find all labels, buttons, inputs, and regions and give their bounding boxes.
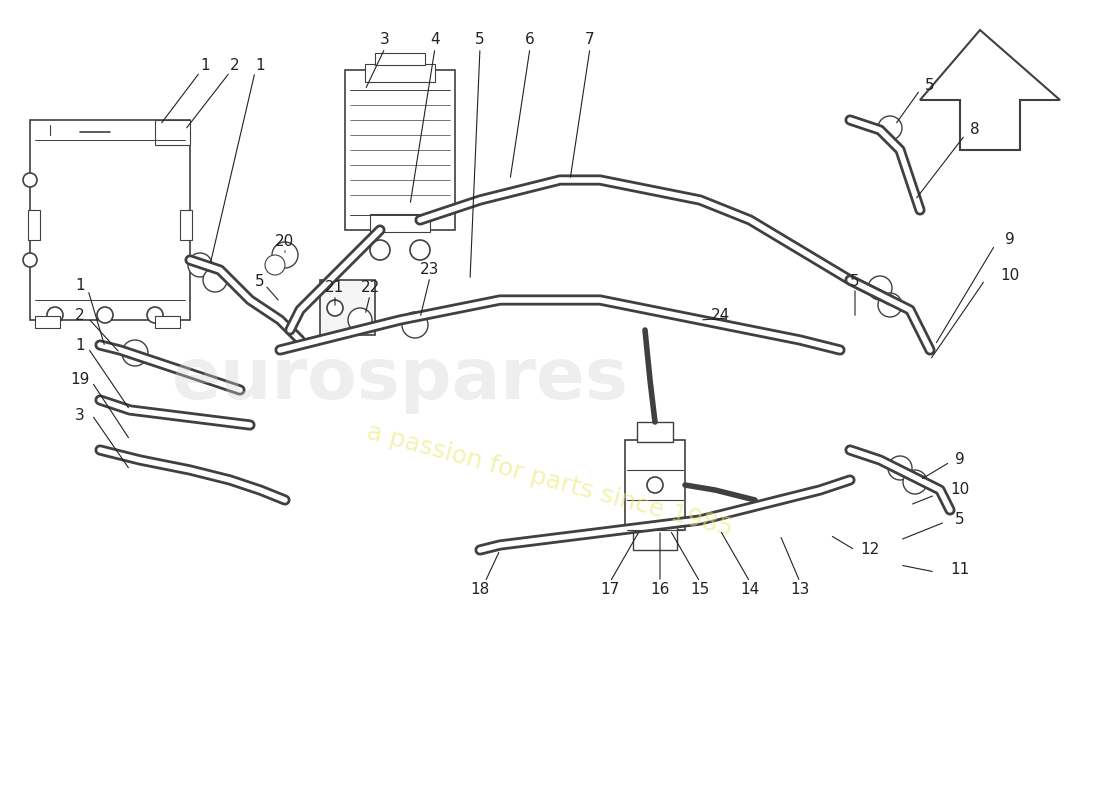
Polygon shape [920,30,1060,150]
Bar [345,70,455,230]
Circle shape [204,268,227,292]
Text: 20: 20 [275,234,295,250]
Circle shape [370,240,390,260]
Circle shape [402,312,428,338]
Circle shape [878,293,902,317]
Text: 5: 5 [850,274,860,290]
Text: 5: 5 [255,274,265,290]
Text: 22: 22 [361,281,379,295]
Text: 2: 2 [230,58,240,73]
Text: 24: 24 [711,307,729,322]
Text: 8: 8 [970,122,980,138]
Bar [180,210,192,240]
Bar [155,120,190,145]
Circle shape [122,340,149,366]
Text: 4: 4 [430,33,440,47]
Bar [155,316,180,328]
Circle shape [327,300,343,316]
Text: 7: 7 [585,33,595,47]
Text: 13: 13 [790,582,810,598]
Circle shape [903,470,927,494]
Circle shape [868,276,892,300]
Bar [637,422,673,442]
Text: 12: 12 [860,542,880,558]
Text: 11: 11 [950,562,969,578]
Text: 1: 1 [200,58,210,73]
Circle shape [272,242,298,268]
Text: 10: 10 [1000,267,1020,282]
Bar [375,53,425,65]
Circle shape [147,307,163,323]
Text: a passion for parts since 1985: a passion for parts since 1985 [364,419,736,541]
Circle shape [23,253,37,267]
Circle shape [188,253,212,277]
Circle shape [23,173,37,187]
Text: 5: 5 [475,33,485,47]
Text: 9: 9 [955,453,965,467]
Bar [365,64,435,82]
Text: 1: 1 [75,338,85,353]
Text: 21: 21 [326,281,344,295]
Bar [320,280,375,335]
Text: eurospares: eurospares [172,346,628,414]
Bar [28,210,40,240]
Text: 3: 3 [381,33,389,47]
Bar [632,525,676,550]
Text: 3: 3 [75,407,85,422]
Text: 5: 5 [955,513,965,527]
Bar [35,316,60,328]
Text: 9: 9 [1005,233,1015,247]
Text: 6: 6 [525,33,535,47]
Circle shape [348,308,372,332]
Circle shape [265,255,285,275]
Circle shape [878,116,902,140]
Text: 17: 17 [601,582,619,598]
Circle shape [410,240,430,260]
Circle shape [97,307,113,323]
Bar [30,120,190,320]
Text: 19: 19 [70,373,90,387]
Text: 14: 14 [740,582,760,598]
Circle shape [647,477,663,493]
Text: 5: 5 [925,78,935,93]
Text: 16: 16 [650,582,670,598]
Text: 18: 18 [471,582,490,598]
Circle shape [47,307,63,323]
Text: 23: 23 [420,262,440,278]
Text: 10: 10 [950,482,969,498]
Circle shape [888,456,912,480]
Text: 2: 2 [75,307,85,322]
Text: 15: 15 [691,582,710,598]
Text: 1: 1 [75,278,85,293]
Text: 1: 1 [255,58,265,73]
Bar [370,214,430,232]
Bar [625,440,685,530]
